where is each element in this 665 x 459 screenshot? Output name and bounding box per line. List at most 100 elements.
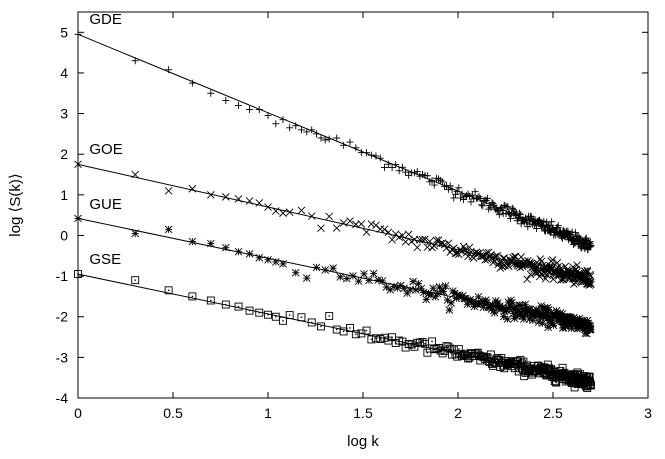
data-point	[554, 223, 562, 231]
data-point	[504, 203, 512, 211]
data-point	[245, 249, 254, 258]
data-point	[409, 277, 417, 286]
data-point	[460, 196, 468, 204]
y-tick-label: 4	[60, 65, 68, 81]
y-tick-label: -1	[56, 268, 69, 284]
data-point	[464, 354, 473, 363]
data-point	[360, 270, 368, 278]
x-tick-label: 0.5	[163, 405, 183, 421]
series-gse	[74, 270, 595, 393]
y-tick-label: 5	[60, 24, 68, 40]
series-gde	[74, 30, 595, 254]
data-point	[443, 296, 452, 304]
data-point	[382, 283, 391, 291]
data-point	[332, 224, 341, 232]
data-point	[507, 214, 515, 222]
x-tick-label: 1	[264, 405, 272, 421]
data-point	[388, 235, 396, 244]
x-tick-label: 0	[74, 405, 82, 421]
data-point	[479, 202, 487, 210]
y-axis-label: log ⟨S(k)⟩	[7, 173, 24, 236]
data-point	[336, 273, 345, 281]
data-point	[188, 292, 197, 301]
data-point	[271, 312, 280, 321]
data-point	[346, 138, 354, 146]
series-gue	[74, 214, 595, 338]
data-point	[317, 322, 325, 331]
data-point	[540, 217, 548, 225]
data-point	[384, 160, 392, 168]
series-layer	[74, 30, 595, 393]
data-point	[548, 256, 557, 264]
data-point	[583, 266, 592, 275]
x-tick-label: 3	[644, 405, 652, 421]
fit-line-gue	[77, 217, 592, 327]
data-point	[317, 224, 325, 233]
data-point	[517, 220, 525, 228]
data-point	[504, 262, 513, 271]
x-tick-label: 1.5	[353, 405, 373, 421]
data-point	[586, 325, 595, 334]
data-point	[291, 268, 300, 277]
data-point	[587, 280, 595, 289]
data-point	[378, 277, 387, 285]
data-point	[586, 270, 594, 279]
data-point	[429, 284, 437, 292]
data-point	[234, 302, 243, 311]
data-point	[471, 188, 479, 196]
data-point	[439, 178, 447, 186]
data-point	[339, 219, 348, 227]
series-label-gse: GSE	[89, 251, 121, 268]
data-point	[317, 134, 325, 142]
data-point	[164, 286, 173, 295]
data-point	[586, 279, 595, 287]
data-point	[434, 236, 443, 244]
data-point	[303, 128, 311, 136]
data-point	[490, 309, 499, 317]
data-point	[510, 252, 519, 261]
y-tick-label: 0	[60, 227, 68, 243]
data-point	[312, 263, 321, 272]
data-point	[380, 225, 389, 234]
data-point	[307, 212, 316, 220]
data-point	[475, 193, 483, 201]
data-point	[430, 181, 438, 189]
data-point	[343, 274, 351, 283]
data-point	[354, 277, 363, 285]
data-point	[357, 220, 366, 228]
data-point	[484, 194, 492, 202]
data-point	[536, 255, 545, 263]
data-point	[469, 254, 478, 263]
data-point	[439, 287, 448, 296]
data-point	[587, 381, 595, 390]
data-point	[297, 313, 306, 322]
data-point	[388, 164, 396, 172]
data-point	[450, 194, 458, 202]
data-point	[386, 286, 395, 294]
data-point	[428, 337, 436, 346]
data-point	[413, 243, 422, 252]
data-point	[292, 122, 300, 130]
data-point	[478, 201, 486, 209]
data-point	[164, 186, 173, 195]
data-point	[286, 124, 294, 132]
data-point	[376, 335, 385, 343]
data-point	[401, 238, 410, 246]
data-point	[246, 106, 254, 114]
data-point	[272, 120, 280, 128]
series-label-gde: GDE	[89, 11, 122, 28]
series-labels: GDE GOE GUE GSE	[89, 11, 122, 268]
data-point	[332, 325, 341, 334]
data-point	[554, 222, 562, 230]
data-point	[564, 227, 572, 235]
data-point	[445, 306, 454, 314]
data-point	[131, 276, 140, 285]
y-tick-label: 3	[60, 106, 68, 122]
data-point	[586, 272, 595, 280]
data-point	[372, 334, 380, 343]
data-point	[455, 184, 463, 192]
data-point	[533, 269, 541, 277]
data-point	[362, 326, 371, 335]
data-point	[325, 312, 334, 321]
data-point	[432, 236, 441, 245]
